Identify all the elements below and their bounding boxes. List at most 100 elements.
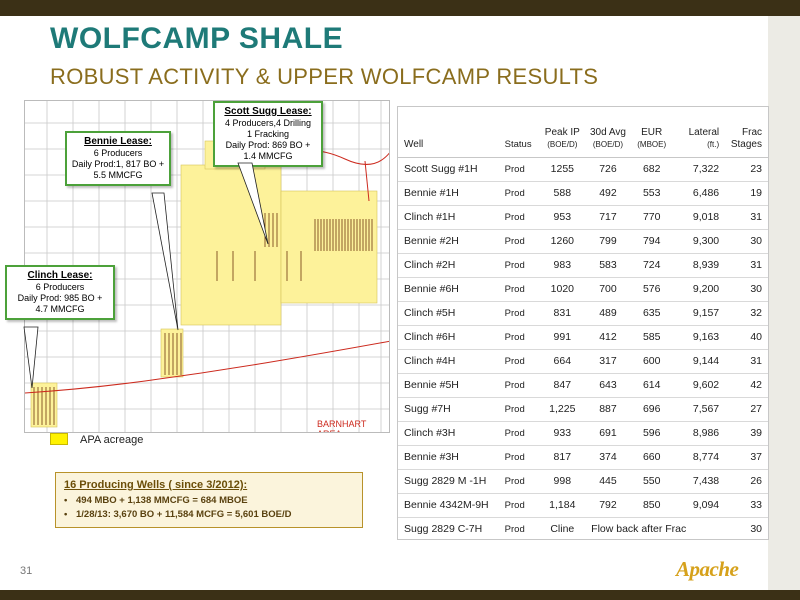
- table-row: Bennie 4342M-9H Prod 1,184 792 850 9,094 33: [398, 493, 768, 518]
- cell-well: Bennie #2H: [398, 229, 502, 254]
- callout-bennie: Bennie Lease: 6 Producers Daily Prod:1, …: [65, 131, 171, 186]
- cell-lateral: 9,094: [672, 493, 723, 518]
- cell-30d-avg: 887: [585, 397, 631, 422]
- cell-well: Clinch #1H: [398, 205, 502, 230]
- summary-bullet: 494 MBO + 1,138 MMCFG = 684 MBOE: [64, 494, 354, 508]
- callout-line: Daily Prod: 985 BO +: [17, 293, 103, 303]
- peak-ip-unit: (BOE/D): [547, 139, 578, 149]
- page-number: 31: [20, 565, 33, 577]
- cell-status: Prod: [501, 469, 540, 494]
- cell-well: Bennie #1H: [398, 181, 502, 206]
- eur-label: EUR: [641, 126, 663, 138]
- cell-30d-avg: 799: [585, 229, 631, 254]
- callout-line: Daily Prod: 869 BO +: [225, 140, 311, 150]
- cell-30d-avg: 492: [585, 181, 631, 206]
- cell-well: Clinch #3H: [398, 421, 502, 446]
- stages-label: Stages: [730, 138, 762, 150]
- callout-line: 1 Fracking: [246, 129, 290, 139]
- cell-30d-avg: 583: [585, 253, 631, 278]
- cell-lateral: 9,157: [672, 301, 723, 326]
- cell-eur: 635: [630, 301, 673, 326]
- well-results-table: Well Status Peak IP (BOE/D) 30d Avg (BOE…: [397, 106, 769, 540]
- cell-frac: 31: [722, 349, 768, 374]
- cell-lateral: 8,939: [672, 253, 723, 278]
- col-header-eur: EUR (MBOE): [630, 107, 673, 158]
- cell-eur: 585: [630, 325, 673, 350]
- table-row: Bennie #5H Prod 847 643 614 9,602 42: [398, 373, 768, 398]
- callout-line: 5.5 MMCFG: [93, 170, 143, 180]
- cell-status: Prod: [501, 325, 540, 350]
- lateral-label: Lateral: [688, 126, 720, 138]
- cell-status: Prod: [501, 373, 540, 398]
- cell-well: Bennie #6H: [398, 277, 502, 302]
- cell-well: Clinch #5H: [398, 301, 502, 326]
- table-row: Clinch #1H Prod 953 717 770 9,018 31: [398, 205, 768, 230]
- apa-acreage-swatch: [50, 433, 68, 445]
- right-stripe: [768, 16, 800, 590]
- cell-30d-avg: 643: [585, 373, 631, 398]
- cell-peak-ip: 817: [539, 445, 586, 470]
- cell-lateral: 9,602: [672, 373, 723, 398]
- cell-well: Scott Sugg #1H: [398, 157, 502, 182]
- cell-status: Prod: [501, 253, 540, 278]
- callout-line: 4.7 MMCFG: [35, 304, 85, 314]
- cell-status: Prod: [501, 421, 540, 446]
- col-header-well: Well: [398, 107, 502, 158]
- callout-clinch: Clinch Lease: 6 Producers Daily Prod: 98…: [5, 265, 115, 320]
- callout-title: Scott Sugg Lease:: [224, 106, 312, 117]
- cell-frac: 31: [722, 205, 768, 230]
- summary-bullet: 1/28/13: 3,670 BO + 11,584 MCFG = 5,601 …: [64, 508, 354, 522]
- callout-line: 6 Producers: [35, 282, 85, 292]
- cell-peak-ip: 998: [539, 469, 586, 494]
- cell-status: Prod: [501, 493, 540, 518]
- lateral-unit: (ft.): [707, 139, 720, 149]
- cell-eur: 696: [630, 397, 673, 422]
- frac-label: Frac: [742, 126, 762, 138]
- cell-lateral: 8,774: [672, 445, 723, 470]
- cell-peak-ip: 991: [539, 325, 586, 350]
- cell-eur: 724: [630, 253, 673, 278]
- cell-lateral: 8,986: [672, 421, 723, 446]
- table-row: Bennie #6H Prod 1020 700 576 9,200 30: [398, 277, 768, 302]
- peak-ip-label: Peak IP: [544, 126, 580, 138]
- cell-peak-ip: 1255: [539, 157, 586, 182]
- cell-well: Bennie #5H: [398, 373, 502, 398]
- table-row: Clinch #4H Prod 664 317 600 9,144 31: [398, 349, 768, 374]
- cell-lateral: 6,486: [672, 181, 723, 206]
- cell-well: Sugg 2829 C-7H: [404, 523, 483, 536]
- cell-30d-avg: 317: [585, 349, 631, 374]
- cell-status: Prod: [504, 523, 525, 535]
- cell-frac: 31: [722, 253, 768, 278]
- cell-peak-ip: 831: [539, 301, 586, 326]
- cell-peak-ip: 588: [539, 181, 586, 206]
- cell-30d-avg: 792: [585, 493, 631, 518]
- barnhart-area-label: BARNHART AREA: [317, 419, 367, 432]
- apache-logo: Apache: [676, 557, 739, 581]
- table-body: Scott Sugg #1H Prod 1255 726 682 7,322 23 Benni…: [398, 157, 768, 541]
- cell-frac: 37: [722, 445, 768, 470]
- col-header-frac-stages: Frac Stages: [722, 107, 768, 158]
- callout-line: Daily Prod:1, 817 BO +: [71, 159, 165, 169]
- cell-status: Prod: [501, 445, 540, 470]
- cell-30d-avg: 489: [585, 301, 631, 326]
- summary-heading: 16 Producing Wells ( since 3/2012):: [64, 479, 248, 491]
- cell-frac: 39: [722, 421, 768, 446]
- cell-peak-ip: 1020: [539, 277, 586, 302]
- cell-frac: 30: [750, 523, 762, 536]
- cell-30d-avg: 412: [585, 325, 631, 350]
- cell-eur: 576: [630, 277, 673, 302]
- cell-30d-avg: 374: [585, 445, 631, 470]
- cell-eur: 596: [630, 421, 673, 446]
- callout-title: Clinch Lease:: [27, 270, 93, 281]
- cell-status: Prod: [501, 277, 540, 302]
- callout-line: 4 Producers,4 Drilling: [224, 118, 312, 128]
- cell-well: Bennie #3H: [398, 445, 502, 470]
- well-table: Well Status Peak IP (BOE/D) 30d Avg (BOE…: [398, 107, 768, 541]
- table-row: Bennie #3H Prod 817 374 660 8,774 37: [398, 445, 768, 470]
- cell-frac: 42: [722, 373, 768, 398]
- cell-lateral: 7,567: [672, 397, 723, 422]
- cell-status: Prod: [501, 397, 540, 422]
- cell-30d-avg: 700: [585, 277, 631, 302]
- cell-status: Prod: [501, 349, 540, 374]
- cell-status: Prod: [501, 157, 540, 182]
